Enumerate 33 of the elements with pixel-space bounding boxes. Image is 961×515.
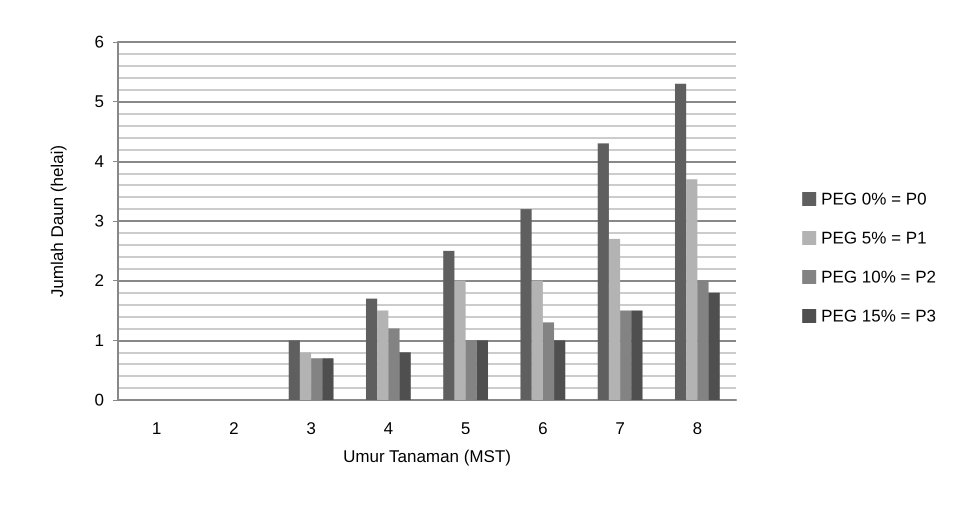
y-tick-label: 1 xyxy=(94,330,104,350)
bar xyxy=(674,84,686,400)
bar xyxy=(322,358,334,400)
x-tick-label: 2 xyxy=(229,419,239,438)
y-tick-label: 4 xyxy=(94,152,104,171)
legend-label: PEG 5% = P1 xyxy=(821,228,927,248)
x-tick-label: 4 xyxy=(384,419,394,438)
x-tick-label: 3 xyxy=(306,419,316,438)
x-tick-label: 1 xyxy=(152,419,162,438)
y-tick-label: 6 xyxy=(94,32,104,52)
y-axis-title: Jumlah Daun (helai) xyxy=(48,144,67,298)
x-axis-title: Umur Tanaman (MST) xyxy=(343,447,511,466)
bar xyxy=(598,143,609,400)
bar xyxy=(288,340,300,400)
bar xyxy=(631,310,643,400)
bar xyxy=(443,250,454,400)
bar xyxy=(554,340,566,400)
bar xyxy=(476,340,488,400)
y-tick-label: 2 xyxy=(94,271,104,290)
legend-label: PEG 15% = P3 xyxy=(821,306,936,326)
x-tick-label: 7 xyxy=(615,419,625,438)
y-tick-label: 5 xyxy=(94,92,104,112)
y-tick-label: 0 xyxy=(94,390,104,410)
x-tick-label: 5 xyxy=(460,419,470,438)
y-tick-label: 3 xyxy=(94,212,104,230)
x-tick-label: 6 xyxy=(538,419,548,438)
x-tick-label: 8 xyxy=(692,419,702,438)
bar xyxy=(366,298,378,400)
bar xyxy=(708,292,720,400)
bar xyxy=(400,352,411,400)
legend-label: PEG 10% = P2 xyxy=(821,268,936,286)
legend-label: PEG 0% = P0 xyxy=(821,190,927,208)
bar xyxy=(520,209,532,400)
